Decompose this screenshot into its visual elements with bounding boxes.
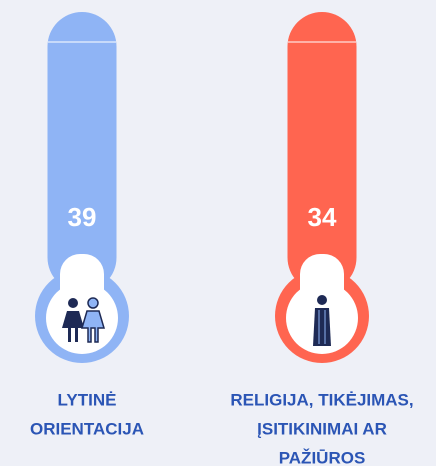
bulb-inner [46,282,118,354]
religious-icon [313,295,331,346]
tube [47,12,117,292]
label: LYTINĖ [58,390,117,409]
value: 34 [308,202,337,232]
value: 39 [68,202,97,232]
label: PAŽIŪROS [279,448,366,466]
thermometer: 39 [35,12,129,363]
couple-icon [62,297,106,343]
label: ORIENTACIJA [30,419,144,438]
tube [287,12,357,292]
label: RELIGIJA, TIKĖJIMAS, [230,390,413,409]
label: ĮSITIKINIMAI AR [257,419,387,438]
